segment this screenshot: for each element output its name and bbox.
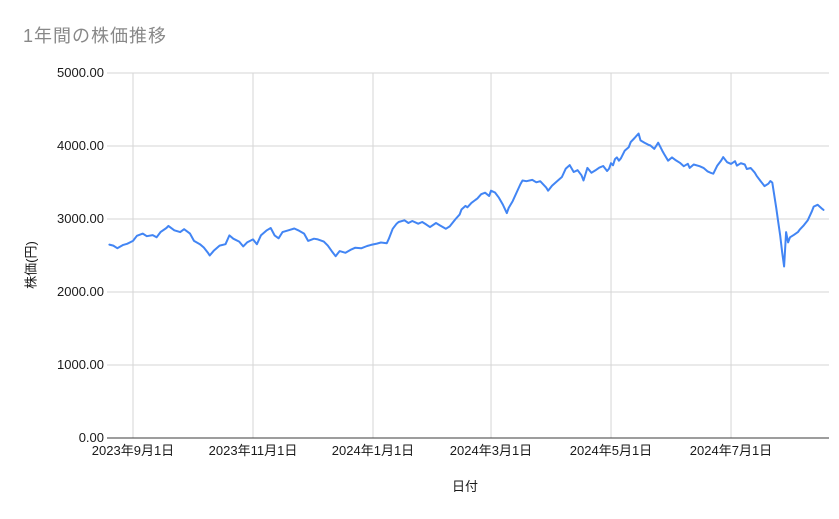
x-tick-label: 2024年1月1日 (331, 443, 415, 458)
chart-title: 1年間の株価推移 (23, 26, 168, 46)
price-line-series (108, 132, 825, 268)
y-tick-label: 0.00 (78, 430, 104, 445)
y-tick-label: 2000.00 (57, 284, 104, 299)
y-axis-title: 株価(円) (23, 241, 39, 289)
y-tick-label: 3000.00 (57, 211, 104, 226)
y-tick-label: 1000.00 (57, 357, 104, 372)
x-tick-label: 2024年5月1日 (569, 443, 653, 458)
y-tick-label: 5000.00 (57, 65, 104, 80)
x-axis-title: 日付 (451, 479, 478, 494)
y-tick-label: 4000.00 (57, 138, 104, 153)
x-tick-label: 2023年11月1日 (208, 443, 298, 458)
x-tick-label: 2024年7月1日 (689, 443, 773, 458)
x-tick-label: 2024年3月1日 (449, 443, 533, 458)
x-tick-label: 2023年9月1日 (91, 443, 175, 458)
